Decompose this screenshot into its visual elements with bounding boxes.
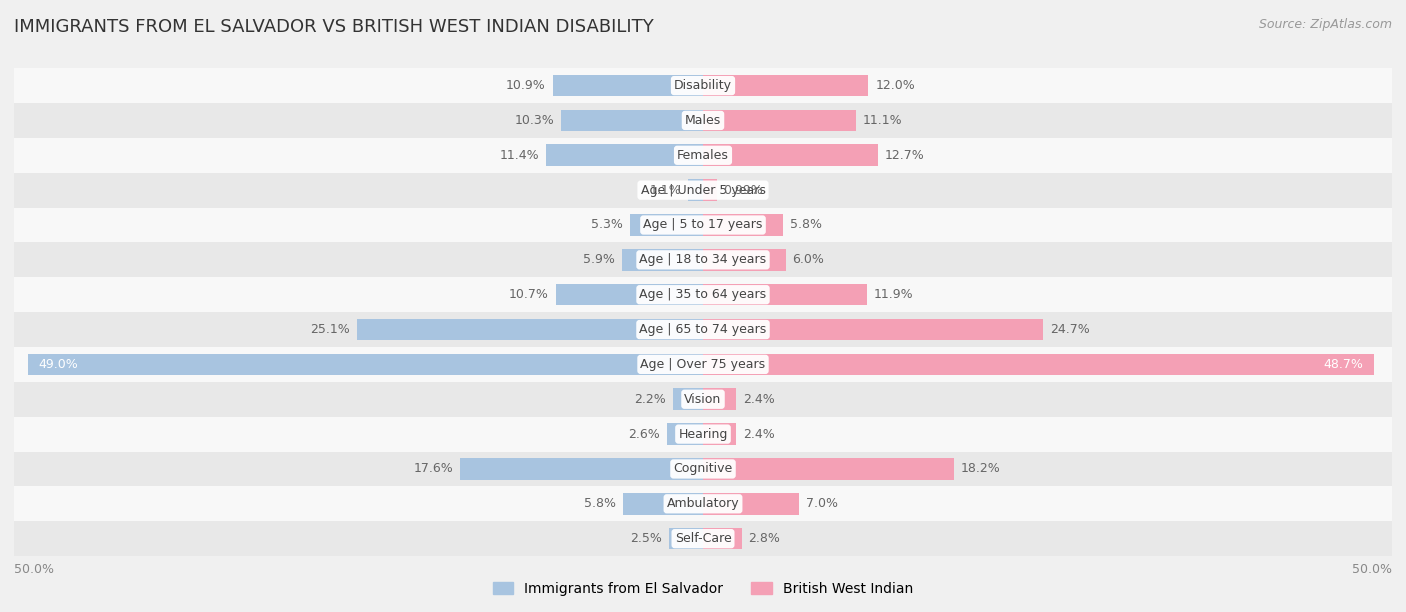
Text: 49.0%: 49.0% bbox=[39, 358, 79, 371]
Legend: Immigrants from El Salvador, British West Indian: Immigrants from El Salvador, British Wes… bbox=[486, 576, 920, 601]
Text: 18.2%: 18.2% bbox=[960, 463, 1001, 476]
Bar bbox=[703, 110, 856, 131]
Bar bbox=[14, 207, 1392, 242]
Bar bbox=[703, 179, 717, 201]
Text: Age | 35 to 64 years: Age | 35 to 64 years bbox=[640, 288, 766, 301]
Text: 7.0%: 7.0% bbox=[807, 498, 838, 510]
Text: 2.8%: 2.8% bbox=[748, 532, 780, 545]
Text: 5.9%: 5.9% bbox=[583, 253, 614, 266]
Bar bbox=[357, 319, 703, 340]
Text: 10.9%: 10.9% bbox=[506, 79, 546, 92]
Text: 2.2%: 2.2% bbox=[634, 393, 666, 406]
Text: Females: Females bbox=[678, 149, 728, 162]
Text: 48.7%: 48.7% bbox=[1323, 358, 1362, 371]
Bar bbox=[703, 249, 786, 271]
Text: Ambulatory: Ambulatory bbox=[666, 498, 740, 510]
Text: Hearing: Hearing bbox=[678, 428, 728, 441]
Bar bbox=[555, 284, 703, 305]
Text: 50.0%: 50.0% bbox=[14, 563, 53, 576]
Text: 2.4%: 2.4% bbox=[742, 393, 775, 406]
Text: 25.1%: 25.1% bbox=[311, 323, 350, 336]
Bar bbox=[14, 312, 1392, 347]
Bar bbox=[623, 493, 703, 515]
Text: 5.8%: 5.8% bbox=[790, 218, 821, 231]
Text: 50.0%: 50.0% bbox=[1353, 563, 1392, 576]
Bar bbox=[630, 214, 703, 236]
Bar bbox=[703, 354, 1374, 375]
Text: IMMIGRANTS FROM EL SALVADOR VS BRITISH WEST INDIAN DISABILITY: IMMIGRANTS FROM EL SALVADOR VS BRITISH W… bbox=[14, 18, 654, 36]
Bar bbox=[561, 110, 703, 131]
Bar bbox=[14, 417, 1392, 452]
Bar bbox=[553, 75, 703, 97]
Text: 6.0%: 6.0% bbox=[793, 253, 824, 266]
Bar bbox=[14, 382, 1392, 417]
Bar bbox=[28, 354, 703, 375]
Text: 11.9%: 11.9% bbox=[875, 288, 914, 301]
Text: 1.1%: 1.1% bbox=[650, 184, 681, 196]
Text: 0.99%: 0.99% bbox=[724, 184, 763, 196]
Bar bbox=[14, 103, 1392, 138]
Bar bbox=[668, 424, 703, 445]
Text: 10.7%: 10.7% bbox=[509, 288, 548, 301]
Bar bbox=[14, 173, 1392, 207]
Bar bbox=[703, 319, 1043, 340]
Bar bbox=[703, 144, 877, 166]
Bar bbox=[14, 242, 1392, 277]
Bar bbox=[14, 277, 1392, 312]
Bar bbox=[703, 214, 783, 236]
Text: Males: Males bbox=[685, 114, 721, 127]
Bar bbox=[14, 452, 1392, 487]
Text: 12.0%: 12.0% bbox=[875, 79, 915, 92]
Text: Self-Care: Self-Care bbox=[675, 532, 731, 545]
Text: 5.3%: 5.3% bbox=[591, 218, 623, 231]
Bar bbox=[703, 424, 737, 445]
Text: Cognitive: Cognitive bbox=[673, 463, 733, 476]
Text: 5.8%: 5.8% bbox=[585, 498, 616, 510]
Text: 11.4%: 11.4% bbox=[499, 149, 538, 162]
Bar bbox=[546, 144, 703, 166]
Bar bbox=[461, 458, 703, 480]
Bar bbox=[14, 487, 1392, 521]
Bar bbox=[672, 389, 703, 410]
Text: 24.7%: 24.7% bbox=[1050, 323, 1090, 336]
Text: Source: ZipAtlas.com: Source: ZipAtlas.com bbox=[1258, 18, 1392, 31]
Text: 2.6%: 2.6% bbox=[628, 428, 661, 441]
Text: Age | 18 to 34 years: Age | 18 to 34 years bbox=[640, 253, 766, 266]
Text: 12.7%: 12.7% bbox=[884, 149, 925, 162]
Bar bbox=[703, 284, 868, 305]
Bar bbox=[14, 68, 1392, 103]
Text: Age | Over 75 years: Age | Over 75 years bbox=[641, 358, 765, 371]
Bar bbox=[688, 179, 703, 201]
Text: Age | 65 to 74 years: Age | 65 to 74 years bbox=[640, 323, 766, 336]
Text: 11.1%: 11.1% bbox=[863, 114, 903, 127]
Bar bbox=[14, 138, 1392, 173]
Text: 2.4%: 2.4% bbox=[742, 428, 775, 441]
Bar bbox=[669, 528, 703, 550]
Text: 2.5%: 2.5% bbox=[630, 532, 662, 545]
Bar bbox=[14, 347, 1392, 382]
Text: Age | Under 5 years: Age | Under 5 years bbox=[641, 184, 765, 196]
Text: 17.6%: 17.6% bbox=[413, 463, 454, 476]
Text: Age | 5 to 17 years: Age | 5 to 17 years bbox=[644, 218, 762, 231]
Bar bbox=[621, 249, 703, 271]
Bar bbox=[703, 528, 741, 550]
Bar bbox=[703, 75, 869, 97]
Text: Disability: Disability bbox=[673, 79, 733, 92]
Bar bbox=[14, 521, 1392, 556]
Bar bbox=[703, 389, 737, 410]
Bar bbox=[703, 493, 800, 515]
Bar bbox=[703, 458, 953, 480]
Text: Vision: Vision bbox=[685, 393, 721, 406]
Text: 10.3%: 10.3% bbox=[515, 114, 554, 127]
